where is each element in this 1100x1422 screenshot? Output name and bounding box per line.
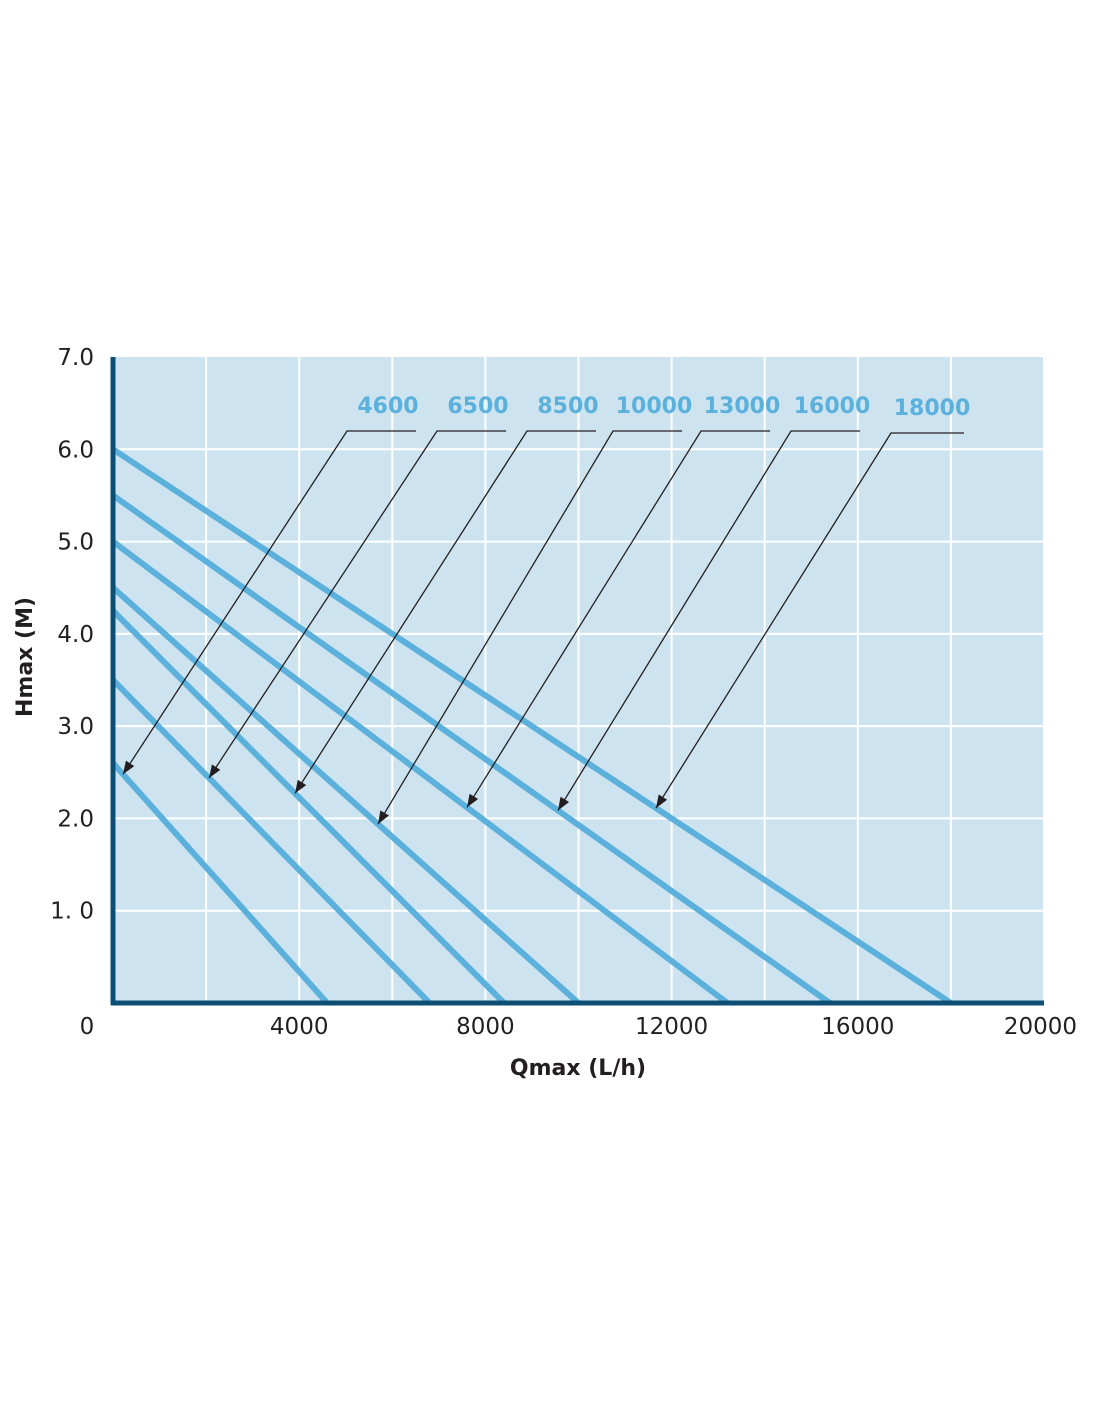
y-tick-label: 3.0 bbox=[57, 714, 94, 740]
y-tick-label: 6.0 bbox=[57, 437, 94, 463]
leader-line-16000 bbox=[557, 430, 860, 811]
series-line-4600 bbox=[110, 761, 330, 1005]
arrowhead-18000 bbox=[656, 794, 668, 809]
x-tick-label: 0 bbox=[80, 1014, 95, 1040]
series-line-18000 bbox=[111, 446, 953, 1006]
y-tick-label: 5.0 bbox=[57, 530, 94, 556]
series-line-6500 bbox=[110, 677, 432, 1006]
series-label-6500: 6500 bbox=[447, 394, 508, 419]
series-line-10000 bbox=[111, 585, 581, 1006]
y-tick-label: 4.0 bbox=[57, 622, 94, 648]
arrowhead-6500 bbox=[209, 764, 221, 778]
arrowhead-16000 bbox=[558, 796, 570, 811]
legend-leader-lines bbox=[122, 430, 964, 825]
x-tick-label: 16000 bbox=[821, 1014, 894, 1040]
leader-line-13000 bbox=[466, 430, 770, 808]
series-labels: 4600 6500 8500 10000 13000 16000 18000 bbox=[357, 394, 970, 421]
series-label-8500: 8500 bbox=[537, 394, 598, 419]
leader-line-10000 bbox=[377, 430, 682, 825]
axes bbox=[110, 357, 1044, 1006]
x-tick-label: 12000 bbox=[635, 1014, 708, 1040]
leader-line-6500 bbox=[208, 430, 506, 779]
series-label-4600: 4600 bbox=[357, 394, 418, 419]
x-tick-labels: 0 4000 8000 12000 16000 20000 bbox=[80, 1014, 1077, 1040]
y-tick-labels: 1. 0 2.0 3.0 4.0 5.0 6.0 7.0 bbox=[50, 345, 94, 925]
leader-line-18000 bbox=[655, 432, 964, 809]
grid-lines bbox=[113, 357, 1045, 1003]
arrowhead-10000 bbox=[378, 810, 389, 825]
leader-line-4600 bbox=[122, 430, 416, 775]
arrowhead-4600 bbox=[123, 760, 135, 775]
series-label-10000: 10000 bbox=[616, 394, 693, 419]
series-label-18000: 18000 bbox=[894, 396, 971, 421]
x-tick-label: 20000 bbox=[1004, 1014, 1077, 1040]
arrowhead-13000 bbox=[467, 793, 479, 808]
y-tick-label: 7.0 bbox=[57, 345, 94, 371]
arrowhead-8500 bbox=[295, 779, 307, 794]
leader-line-8500 bbox=[294, 430, 596, 794]
x-tick-label: 4000 bbox=[270, 1014, 329, 1040]
series-label-13000: 13000 bbox=[704, 394, 781, 419]
series-line-16000 bbox=[111, 492, 832, 1006]
y-axis-title: Hmax (M) bbox=[13, 597, 38, 717]
series-line-13000 bbox=[111, 539, 730, 1006]
y-tick-label: 1. 0 bbox=[50, 899, 94, 925]
series-label-16000: 16000 bbox=[794, 394, 871, 419]
x-axis-title: Qmax (L/h) bbox=[510, 1056, 646, 1081]
series-line-8500 bbox=[110, 608, 507, 1006]
y-tick-label: 2.0 bbox=[57, 806, 94, 832]
series-lines bbox=[110, 446, 953, 1006]
x-tick-label: 8000 bbox=[456, 1014, 515, 1040]
